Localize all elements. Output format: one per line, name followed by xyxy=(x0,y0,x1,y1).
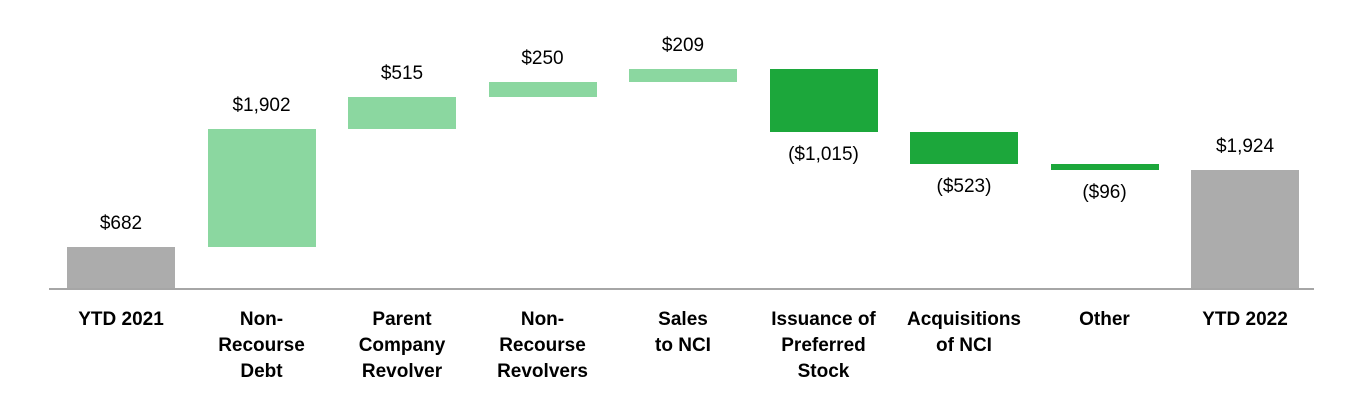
bar-non-recourse-debt xyxy=(207,129,316,247)
bar-non-recourse-revolvers xyxy=(488,81,597,98)
category-label-line: Issuance of xyxy=(771,309,876,330)
category-label-line: Company xyxy=(358,335,446,356)
category-label-line: Acquisitions xyxy=(906,309,1021,330)
category-label-line: YTD 2021 xyxy=(78,309,164,330)
category-label-line: Non- xyxy=(520,309,565,330)
category-label-other: Other xyxy=(1015,307,1195,333)
category-label-line: of NCI xyxy=(936,335,992,356)
category-label-ytd-2021: YTD 2021 xyxy=(31,307,211,333)
bar-ytd-2021 xyxy=(67,246,175,289)
category-label-line: Parent xyxy=(372,309,432,330)
value-label-ytd-2021: $682 xyxy=(99,212,143,234)
category-label-line: to NCI xyxy=(655,335,711,356)
category-label-parent-company-revolver: Parent Company Revolver xyxy=(312,307,492,385)
category-label-line: Revolver xyxy=(361,361,443,382)
bar-acquisitions-of-nci xyxy=(910,131,1018,165)
category-label-line: Recourse xyxy=(499,335,586,356)
category-label-line: YTD 2022 xyxy=(1202,309,1288,330)
bar-ytd-2022 xyxy=(1191,170,1299,289)
bar-issuance-of-preferred-stock xyxy=(769,69,878,132)
category-label-issuance-of-preferred-stock: Issuance of Preferred Stock xyxy=(734,307,914,385)
category-label-acquisitions-of-nci: Acquisitions of NCI xyxy=(874,307,1054,359)
category-label-line: Debt xyxy=(240,361,283,382)
value-label-parent-company-revolver: $515 xyxy=(380,63,424,85)
category-label-line: Sales xyxy=(658,309,708,330)
category-label-non-recourse-debt: Non- Recourse Debt xyxy=(172,307,352,385)
category-label-line: Preferred xyxy=(781,335,866,356)
value-label-non-recourse-revolvers: $250 xyxy=(521,47,564,69)
category-label-line: Non- xyxy=(239,309,284,330)
category-label-line: Recourse xyxy=(218,335,305,356)
bar-other xyxy=(1050,164,1159,171)
value-label-other: ($96) xyxy=(1082,182,1127,204)
category-label-line: Other xyxy=(1079,309,1130,330)
value-label-acquisitions-of-nci: ($523) xyxy=(936,176,992,198)
category-label-line: Stock xyxy=(797,361,850,382)
category-label-sales-to-nci: Sales to NCI xyxy=(593,307,773,359)
value-label-ytd-2022: $1,924 xyxy=(1215,136,1275,158)
bar-parent-company-revolver xyxy=(348,97,456,130)
category-label-line: Revolvers xyxy=(497,361,588,382)
category-label-ytd-2022: YTD 2022 xyxy=(1155,307,1335,333)
value-label-sales-to-nci: $209 xyxy=(661,35,705,56)
bar-sales-to-nci xyxy=(629,69,737,82)
x-axis-line xyxy=(49,288,1314,290)
category-label-non-recourse-revolvers: Non- Recourse Revolvers xyxy=(453,307,633,385)
value-label-issuance-of-preferred-stock: ($1,015) xyxy=(788,143,859,165)
value-label-non-recourse-debt: $1,902 xyxy=(232,95,291,117)
